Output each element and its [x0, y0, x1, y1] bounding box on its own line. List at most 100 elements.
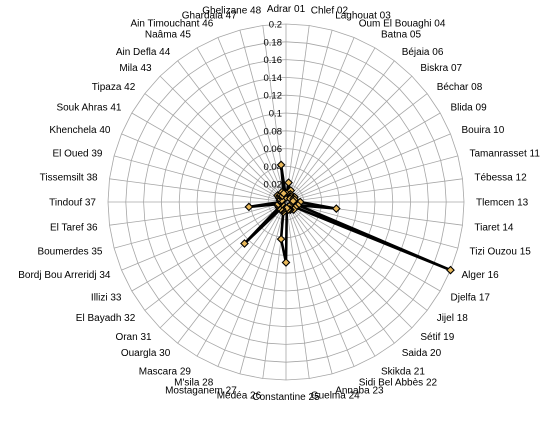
spoke [131, 112, 287, 203]
spoke [217, 37, 287, 203]
spoke [121, 133, 287, 203]
category-label: El Taref 36 [50, 222, 98, 233]
category-label: Skikda 21 [381, 367, 425, 378]
category-label: Béjaia 06 [402, 47, 444, 58]
tick-label: 0.12 [264, 91, 283, 102]
tick-label: 0.04 [264, 162, 283, 173]
category-label: Ghardaia 47 [182, 11, 237, 22]
spoke [285, 201, 376, 357]
tick-label: 0.18 [264, 37, 283, 48]
spoke [285, 75, 413, 203]
category-label: El Oued 39 [52, 148, 102, 159]
data-point [276, 234, 286, 244]
category-label: Mostaganem 27 [165, 386, 237, 397]
category-label: Guelma 24 [311, 390, 360, 401]
spoke [285, 37, 355, 203]
spoke [121, 201, 287, 271]
category-label: Sidi Bel Abbès 22 [359, 378, 438, 389]
category-label: El Bayadh 32 [76, 313, 136, 324]
spoke [113, 155, 287, 203]
spoke [131, 201, 287, 292]
category-label: Illizi 33 [91, 293, 122, 304]
spoke [285, 155, 459, 203]
category-label: Laghouat 03 [335, 11, 391, 22]
category-label: Bordj Bou Arreridj 34 [18, 270, 111, 281]
spoke [285, 47, 376, 203]
category-label: Tizi Ouzou 15 [470, 247, 532, 258]
radial-tick-labels: 00.020.040.060.080.10.120.140.160.180.2 [264, 20, 283, 209]
tick-label: 0.06 [264, 144, 283, 155]
spoke [285, 201, 395, 344]
tick-label: 0.08 [264, 126, 283, 137]
spoke [239, 201, 287, 375]
spoke [285, 60, 395, 203]
spoke [285, 201, 459, 249]
data-point [276, 160, 286, 170]
category-label: Souk Ahras 41 [56, 103, 121, 114]
category-label: Tiaret 14 [474, 222, 514, 233]
tick-label: 0.16 [264, 55, 283, 66]
category-label: Tlemcen 13 [476, 198, 529, 209]
category-label: Oum El Bouaghi 04 [359, 19, 446, 30]
data-point [279, 189, 289, 198]
data-point [244, 202, 254, 212]
category-label: Batna 05 [381, 30, 421, 41]
spoke [144, 201, 287, 311]
radar-spokes [108, 24, 464, 380]
data-point [281, 258, 291, 267]
category-label: Mascara 29 [139, 367, 192, 378]
data-point [331, 204, 341, 213]
spoke [285, 133, 451, 203]
tick-label: 0.02 [264, 180, 283, 191]
category-label: Tissemsilt 38 [40, 173, 98, 184]
category-label: Djelfa 17 [451, 293, 491, 304]
spoke [239, 29, 287, 203]
category-label: Tipaza 42 [92, 82, 136, 93]
category-label: Médéa 26 [217, 390, 262, 401]
data-point [240, 239, 249, 248]
spoke [177, 60, 287, 203]
category-label: Tamanrasset 11 [470, 148, 541, 159]
data-point [284, 178, 293, 187]
category-label: Tindouf 37 [49, 198, 96, 209]
category-label: Boumerdes 35 [37, 247, 102, 258]
category-label: Jijel 18 [437, 313, 469, 324]
category-label: Adrar 01 [267, 4, 306, 15]
spoke [285, 93, 428, 203]
category-label: Tébessa 12 [474, 173, 527, 184]
tick-label: 0.2 [269, 20, 282, 31]
spoke [285, 201, 428, 311]
data-point [446, 265, 455, 275]
category-label: Ouargla 30 [121, 348, 171, 359]
category-label: Alger 16 [462, 270, 500, 281]
spoke [285, 29, 333, 203]
spoke [196, 47, 287, 203]
category-label: Saida 20 [402, 348, 442, 359]
category-label: Khenchela 40 [49, 125, 111, 136]
spoke [285, 201, 310, 379]
category-label: Blida 09 [451, 103, 488, 114]
spoke [285, 25, 310, 203]
category-label: Naâma 45 [145, 30, 192, 41]
spoke [109, 178, 287, 203]
spoke [177, 201, 287, 344]
category-label: Ain Timouchant 46 [130, 19, 213, 30]
category-label: M'sila 28 [174, 378, 214, 389]
spoke [113, 201, 287, 249]
spoke [217, 201, 287, 367]
spoke [285, 201, 413, 329]
spoke [285, 201, 333, 375]
category-label: Oran 31 [115, 332, 152, 343]
category-label: Mila 43 [119, 63, 152, 74]
category-label: Béchar 08 [437, 82, 483, 93]
data-series [240, 160, 455, 275]
spoke [285, 178, 463, 203]
category-label: Sétif 19 [420, 332, 454, 343]
spoke [285, 112, 441, 203]
spoke [144, 93, 287, 203]
spoke [285, 201, 355, 367]
category-label: Constantine 25 [252, 392, 320, 403]
spoke [159, 75, 287, 203]
